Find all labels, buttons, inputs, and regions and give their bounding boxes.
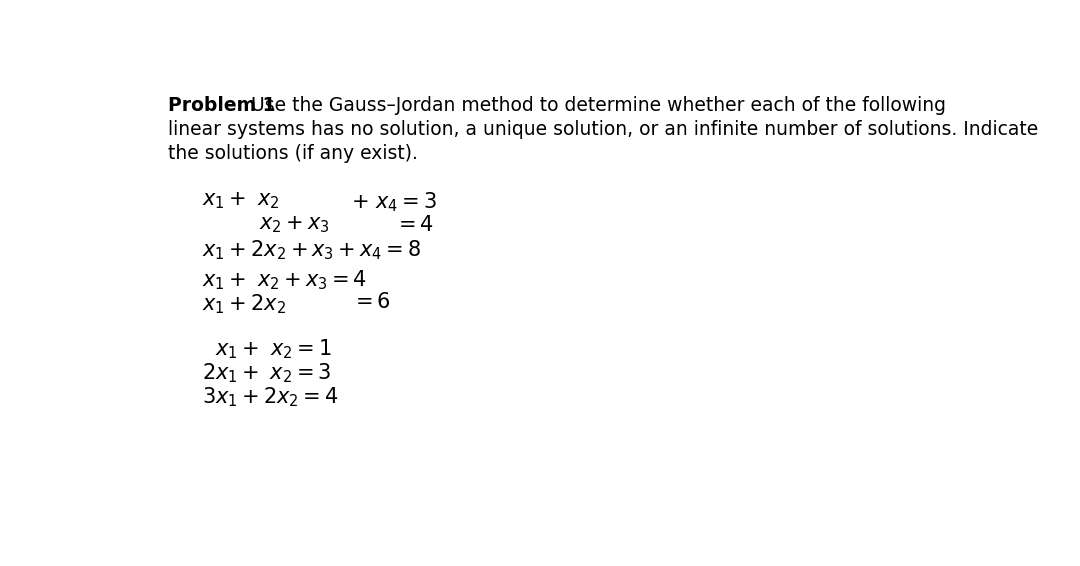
Text: $= 4$: $= 4$ <box>394 215 434 235</box>
Text: $x_1 + 2x_2 + x_3 + x_4 = 8$: $x_1 + 2x_2 + x_3 + x_4 = 8$ <box>202 239 421 263</box>
Text: $2x_1 + \ x_2 = 3$: $2x_1 + \ x_2 = 3$ <box>202 361 332 385</box>
Text: the solutions (if any exist).: the solutions (if any exist). <box>168 144 418 163</box>
Text: $= 6$: $= 6$ <box>351 293 391 312</box>
Text: $x_1 + \ x_2$: $x_1 + \ x_2$ <box>202 191 280 212</box>
Text: $3x_1 + 2x_2 = 4$: $3x_1 + 2x_2 = 4$ <box>202 385 338 409</box>
Text: Use the Gauss–Jordan method to determine whether each of the following: Use the Gauss–Jordan method to determine… <box>251 96 945 115</box>
Text: Problem 1: Problem 1 <box>168 96 276 115</box>
Text: $+ \ x_4 = 3$: $+ \ x_4 = 3$ <box>351 191 436 215</box>
Text: linear systems has no solution, a unique solution, or an infinite number of solu: linear systems has no solution, a unique… <box>168 120 1039 139</box>
Text: $x_1 + \ x_2 = 1$: $x_1 + \ x_2 = 1$ <box>215 337 332 361</box>
Text: $x_1 + \ x_2 + x_3 = 4$: $x_1 + \ x_2 + x_3 = 4$ <box>202 268 367 292</box>
Text: $x_1 + 2x_2$: $x_1 + 2x_2$ <box>202 293 286 316</box>
Text: $x_2 + x_3$: $x_2 + x_3$ <box>259 215 329 235</box>
